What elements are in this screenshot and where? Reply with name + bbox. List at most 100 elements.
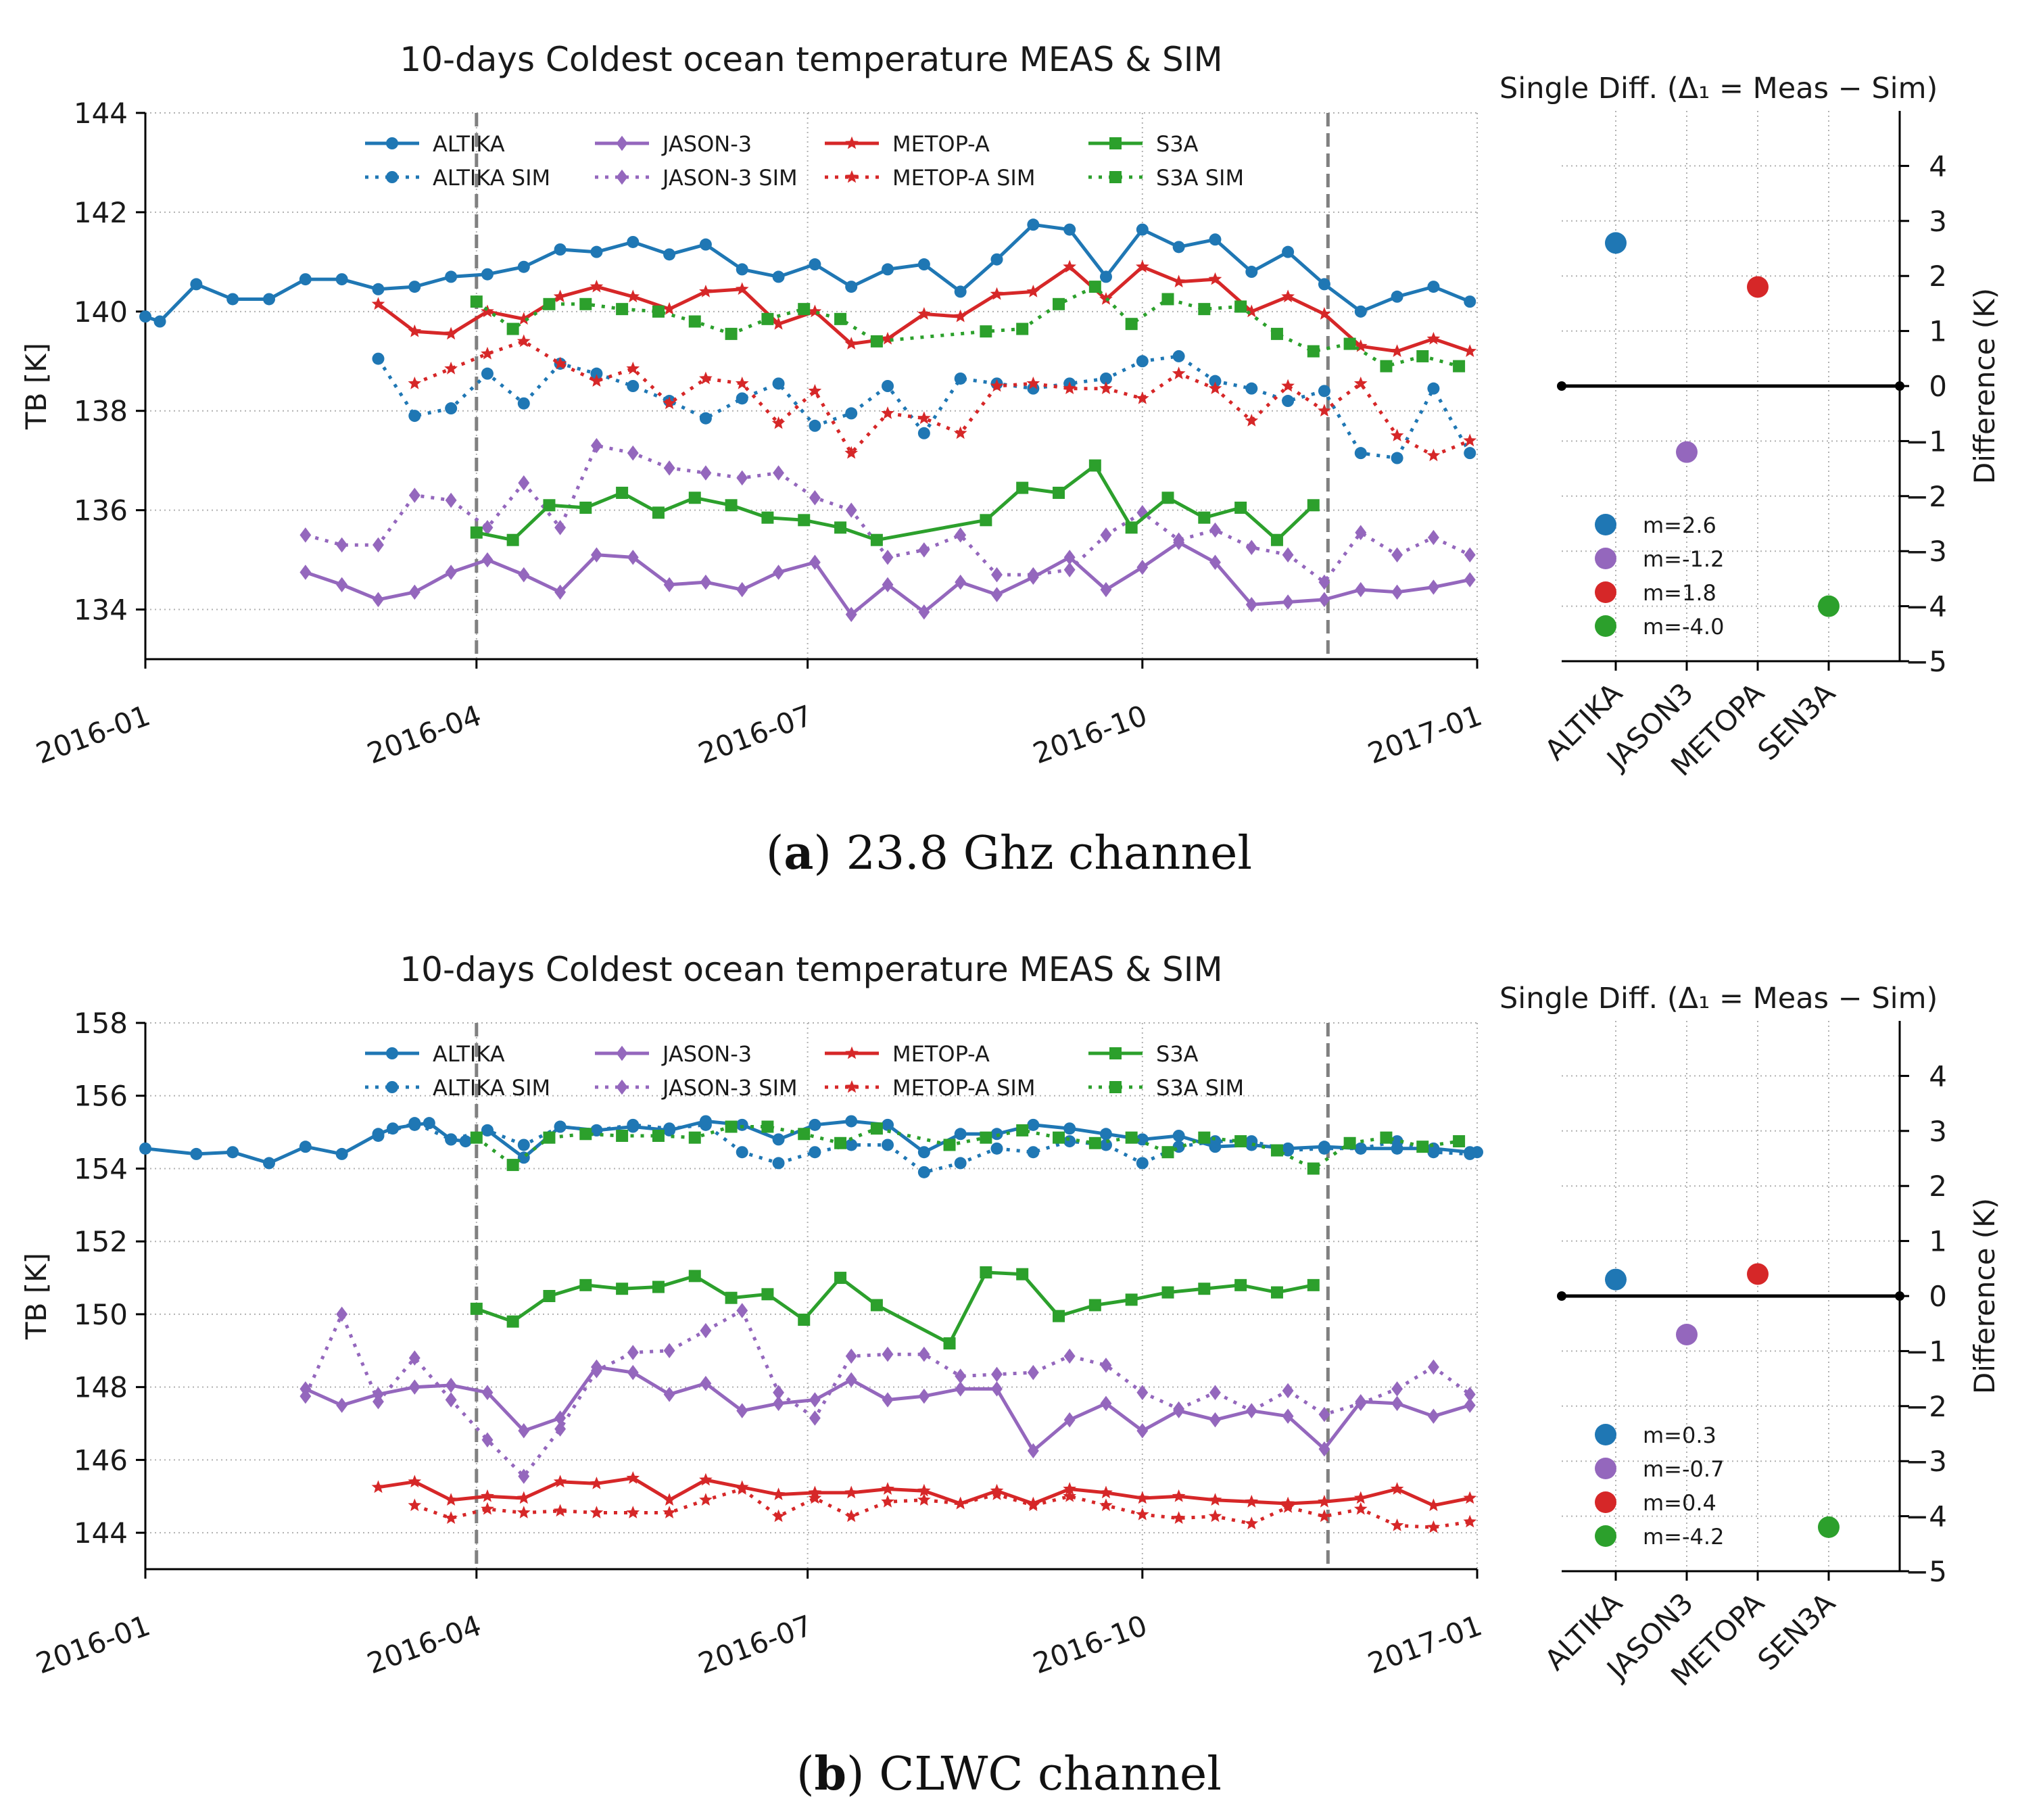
y-tick-label: −3 [1905, 1445, 1947, 1478]
legend-label: S3A SIM [1156, 1075, 1244, 1101]
data-point [954, 1157, 967, 1170]
data-point [663, 577, 675, 593]
data-point [980, 1266, 992, 1278]
data-point [882, 577, 894, 593]
legend-marker [616, 169, 628, 185]
data-point [336, 577, 348, 593]
data-point [1464, 295, 1476, 308]
data-point [1209, 1412, 1221, 1428]
data-point [590, 374, 604, 387]
series-line [475, 1270, 1314, 1345]
data-point [990, 287, 1004, 300]
data-point [809, 554, 821, 571]
y-tick-label: −1 [1905, 1335, 1947, 1368]
data-point [809, 258, 821, 271]
data-point [834, 521, 847, 534]
data-point [663, 460, 675, 476]
data-point [808, 1491, 822, 1504]
y-tick-label: 138 [74, 395, 128, 428]
legend-marker [386, 137, 398, 149]
data-point [1161, 1286, 1174, 1299]
data-point [917, 427, 930, 439]
legend-label: JASON-3 [661, 1041, 752, 1067]
y-tick-label: −2 [1905, 480, 1947, 513]
legend: ALTIKA ALTIKA SIM JASON-3 JASON-3 SIM METOP-… [365, 1041, 1244, 1101]
y-tick-label: −1 [1905, 425, 1947, 458]
data-point [1391, 547, 1403, 562]
x-tick-label: 2016-01 [32, 1608, 155, 1680]
data-point [445, 270, 458, 283]
data-point [773, 465, 784, 481]
series-metop-a [371, 260, 1477, 357]
data-point [1208, 381, 1222, 394]
data-point [882, 263, 894, 276]
data-point [516, 312, 531, 325]
y-tick-label: 0 [1929, 370, 1947, 403]
data-point [1464, 447, 1476, 460]
data-point [1099, 270, 1112, 283]
data-point [845, 407, 858, 420]
data-point [1318, 404, 1331, 417]
data-point [1245, 266, 1258, 279]
data-point [299, 1141, 312, 1153]
data-point [590, 245, 603, 258]
legend-label: m=2.6 [1643, 512, 1716, 538]
series-s3a-sim [470, 281, 1466, 373]
data-point [1307, 345, 1320, 358]
data-point [1161, 1146, 1174, 1159]
data-point [554, 1120, 567, 1133]
data-point [627, 550, 639, 565]
data-point [1027, 218, 1040, 231]
data-point [688, 315, 701, 328]
legend-label: METOP-A SIM [892, 165, 1035, 191]
data-point [882, 380, 894, 392]
data-point [408, 1117, 421, 1130]
line-chart-a: 10-days Coldest ocean temperature MEAS &… [20, 40, 2001, 782]
data-point [955, 1368, 967, 1384]
data-point [470, 1131, 483, 1144]
series-s3a [470, 1266, 1320, 1350]
data-point [1464, 572, 1476, 588]
data-point [1282, 594, 1294, 610]
data-point [991, 587, 1003, 602]
legend-marker [1109, 171, 1122, 183]
data-point [1063, 1482, 1076, 1495]
data-point [1282, 395, 1295, 408]
data-point [943, 1139, 956, 1151]
data-point [1063, 1348, 1076, 1364]
data-point [1416, 1141, 1429, 1153]
data-point [1053, 1310, 1065, 1322]
legend-label: m=-0.7 [1643, 1456, 1724, 1482]
data-point [590, 1124, 603, 1136]
data-point [1173, 1401, 1185, 1417]
data-point [590, 1506, 604, 1518]
data-point [1027, 567, 1039, 583]
data-point [1391, 1395, 1403, 1412]
legend-marker [845, 1046, 859, 1059]
data-point [663, 1122, 676, 1135]
y-tick-label: 140 [74, 295, 128, 329]
data-point [699, 238, 712, 251]
data-point [445, 402, 458, 415]
data-point [445, 492, 457, 508]
legend-label: S3A [1156, 131, 1199, 157]
data-point [1172, 1129, 1185, 1142]
legend-label: ALTIKA [433, 131, 505, 157]
data-point [518, 475, 530, 491]
data-point [663, 1343, 675, 1359]
data-point [1088, 1299, 1101, 1312]
data-point [652, 1280, 665, 1293]
data-point [1161, 293, 1174, 306]
data-point [700, 1322, 712, 1339]
data-point [335, 273, 348, 286]
legend-label: JASON-3 [661, 131, 752, 157]
data-point [809, 1392, 821, 1408]
data-point [1464, 1387, 1476, 1402]
data-point [1391, 452, 1403, 464]
data-point [579, 1278, 592, 1291]
data-point [139, 1142, 151, 1155]
data-point [408, 487, 421, 503]
data-point [845, 1348, 857, 1364]
legend-label: S3A SIM [1156, 165, 1244, 191]
data-point [1427, 529, 1439, 546]
